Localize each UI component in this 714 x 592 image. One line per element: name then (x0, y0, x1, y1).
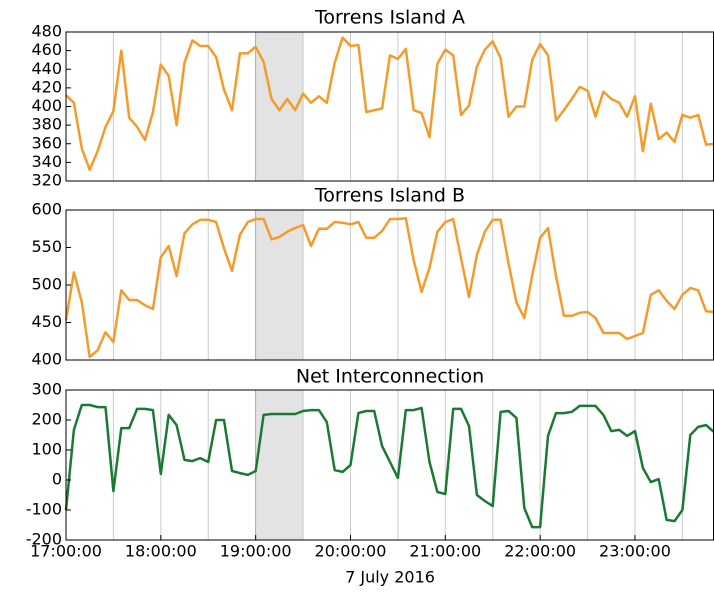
x-tick-label: 19:00:00 (220, 542, 292, 561)
x-tick-label: 22:00:00 (504, 542, 576, 561)
y-tick-label: 440 (31, 59, 62, 78)
y-tick-label: 200 (31, 410, 62, 429)
plot-frame (65, 209, 714, 361)
y-tick-label: 480 (31, 22, 62, 41)
x-tick-label: 21:00:00 (409, 542, 481, 561)
chart-title: Net Interconnection (296, 366, 484, 388)
x-tick-label: 23:00:00 (599, 542, 671, 561)
y-tick-label: 450 (31, 312, 62, 331)
y-tick-label: 550 (31, 237, 62, 256)
y-tick-label: 400 (31, 96, 62, 115)
y-tick-label: 100 (31, 440, 62, 459)
y-tick-label: -200 (26, 530, 62, 549)
data-line (64, 403, 714, 529)
y-tick-label: 400 (31, 350, 62, 369)
y-tick-label: 360 (31, 133, 62, 152)
data-line (65, 36, 714, 172)
x-axis-label: 7 July 2016 (345, 568, 435, 587)
shaded-region (255, 31, 304, 182)
chart-title: Torrens Island B (314, 185, 465, 207)
shaded-region (255, 209, 304, 361)
chart-title: Torrens Island A (314, 7, 465, 29)
y-tick-label: -100 (26, 500, 62, 519)
x-tick-label: 17:00:00 (30, 542, 102, 561)
y-tick-label: 420 (31, 77, 62, 96)
y-tick-label: 600 (31, 200, 62, 219)
x-tick-label: 20:00:00 (315, 542, 387, 561)
y-tick-label: 0 (52, 470, 62, 489)
x-tick-label: 18:00:00 (125, 542, 197, 561)
y-tick-label: 340 (31, 152, 62, 171)
data-line (64, 217, 714, 359)
y-tick-label: 460 (31, 40, 62, 59)
y-tick-label: 300 (31, 380, 62, 399)
y-tick-label: 500 (31, 275, 62, 294)
y-tick-label: 380 (31, 115, 62, 134)
y-tick-label: 320 (31, 171, 62, 190)
